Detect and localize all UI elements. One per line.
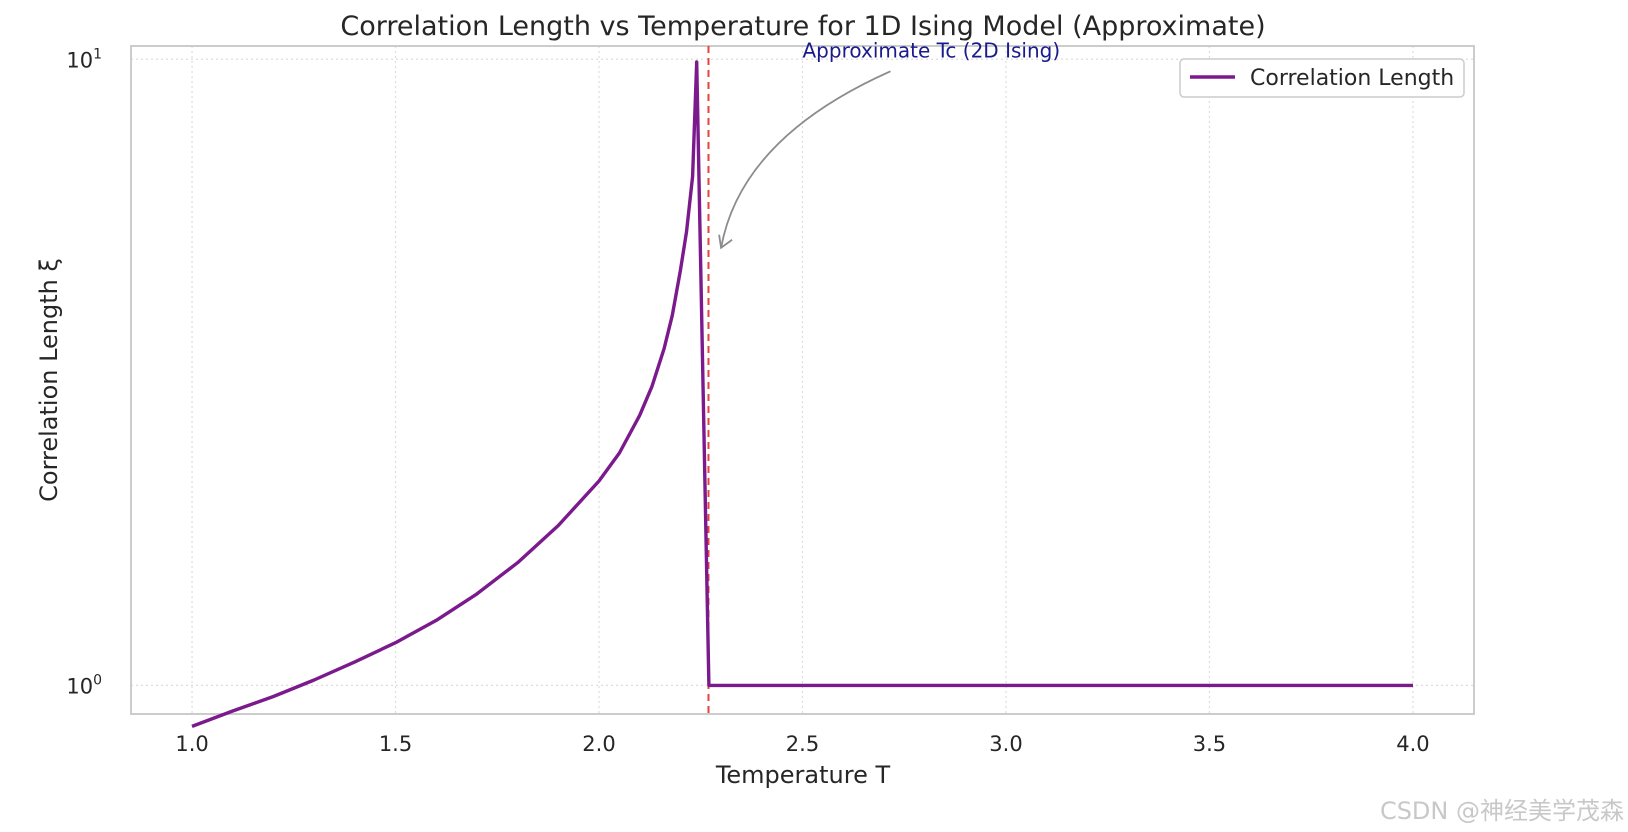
x-tick-label: 3.0 bbox=[989, 732, 1022, 756]
plot-frame bbox=[130, 45, 1475, 715]
series-line-correlation-length bbox=[191, 60, 1413, 728]
annotation-arrow bbox=[720, 70, 891, 248]
x-tick-label: 2.0 bbox=[582, 732, 615, 756]
y-tick-label: 100 bbox=[66, 672, 102, 698]
legend: Correlation Length bbox=[1179, 58, 1465, 98]
x-axis-label: Temperature T bbox=[715, 761, 891, 789]
chart-title: Correlation Length vs Temperature for 1D… bbox=[340, 11, 1265, 42]
y-tick-labels: 100 101 bbox=[66, 46, 102, 698]
annotation-text: Approximate Tc (2D Ising) bbox=[803, 38, 1061, 62]
x-tick-label: 2.5 bbox=[786, 732, 819, 756]
x-tick-label: 1.5 bbox=[379, 732, 412, 756]
x-tick-label: 4.0 bbox=[1396, 732, 1429, 756]
annotation: Approximate Tc (2D Ising) bbox=[718, 38, 1061, 250]
legend-label: Correlation Length bbox=[1250, 66, 1454, 91]
annotation-arrowhead bbox=[718, 234, 733, 250]
x-tick-label: 3.5 bbox=[1193, 732, 1226, 756]
x-tick-labels: 1.0 1.5 2.0 2.5 3.0 3.5 4.0 bbox=[175, 732, 1429, 756]
legend-box bbox=[1179, 58, 1465, 98]
x-tick-label: 1.0 bbox=[175, 732, 208, 756]
watermark: CSDN @神经美学茂森 bbox=[1379, 797, 1624, 825]
grid-lines bbox=[131, 46, 1474, 714]
y-axis-label: Correlation Length ξ bbox=[35, 258, 63, 502]
y-tick-label: 101 bbox=[66, 46, 102, 72]
